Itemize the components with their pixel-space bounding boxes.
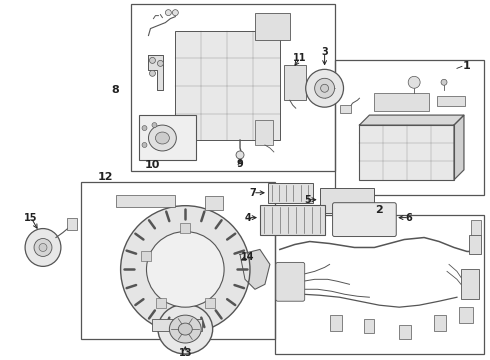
Bar (284, 66, 306, 100)
Text: 1: 1 (463, 61, 471, 71)
Bar (141, 252, 150, 261)
Bar (459, 307, 473, 323)
Bar (255, 13, 290, 40)
Text: 8: 8 (112, 85, 120, 95)
Bar (437, 96, 465, 106)
Bar (469, 234, 481, 255)
Circle shape (157, 60, 163, 66)
Bar (374, 93, 429, 111)
Ellipse shape (147, 231, 224, 307)
Bar (268, 183, 313, 203)
Bar (319, 188, 374, 213)
Circle shape (149, 70, 155, 76)
Ellipse shape (306, 69, 343, 107)
Ellipse shape (25, 229, 61, 266)
FancyBboxPatch shape (276, 262, 305, 301)
Text: 6: 6 (406, 213, 413, 222)
Bar (360, 125, 454, 180)
Text: 9: 9 (237, 159, 244, 169)
Ellipse shape (39, 243, 47, 251)
FancyBboxPatch shape (333, 203, 396, 237)
Bar (180, 222, 190, 233)
Bar (471, 220, 481, 234)
Polygon shape (240, 249, 270, 289)
Bar (275, 215, 484, 354)
Bar (330, 315, 342, 331)
Text: 13: 13 (178, 348, 192, 358)
Ellipse shape (315, 78, 335, 98)
Circle shape (142, 126, 147, 131)
Text: 4: 4 (245, 213, 251, 222)
Circle shape (236, 151, 244, 159)
Circle shape (172, 10, 178, 15)
Circle shape (408, 76, 420, 88)
Ellipse shape (148, 125, 176, 151)
Bar (139, 115, 196, 160)
Text: 5: 5 (304, 195, 311, 205)
Bar (461, 269, 479, 299)
Text: 3: 3 (321, 48, 328, 58)
Bar (205, 196, 223, 210)
Bar (81, 182, 275, 339)
Bar (340, 105, 351, 113)
Text: 12: 12 (98, 172, 114, 182)
Circle shape (142, 143, 147, 148)
Circle shape (152, 123, 157, 127)
Circle shape (441, 79, 447, 85)
Bar (399, 325, 411, 339)
Bar (335, 60, 484, 195)
Bar (67, 218, 77, 230)
Bar (365, 319, 374, 333)
Text: 2: 2 (375, 205, 383, 215)
Bar (255, 120, 273, 145)
Text: 7: 7 (249, 188, 256, 198)
Text: 14: 14 (241, 252, 255, 262)
Circle shape (149, 57, 155, 63)
Polygon shape (454, 115, 464, 180)
Bar (156, 298, 166, 308)
Bar (434, 315, 446, 331)
Bar (130, 4, 335, 171)
Ellipse shape (34, 239, 52, 256)
Bar (260, 205, 324, 234)
Polygon shape (360, 115, 464, 125)
Bar (116, 195, 175, 207)
Ellipse shape (170, 315, 201, 343)
Circle shape (166, 10, 171, 15)
Ellipse shape (121, 206, 250, 333)
Text: 15: 15 (24, 213, 38, 222)
Text: 11: 11 (293, 53, 306, 63)
Polygon shape (148, 55, 163, 90)
Ellipse shape (158, 304, 213, 354)
Bar (175, 31, 280, 140)
Text: 10: 10 (145, 160, 160, 170)
Ellipse shape (320, 84, 329, 92)
Ellipse shape (178, 323, 192, 335)
Bar (205, 298, 215, 308)
Bar (152, 319, 202, 331)
Ellipse shape (155, 132, 170, 144)
